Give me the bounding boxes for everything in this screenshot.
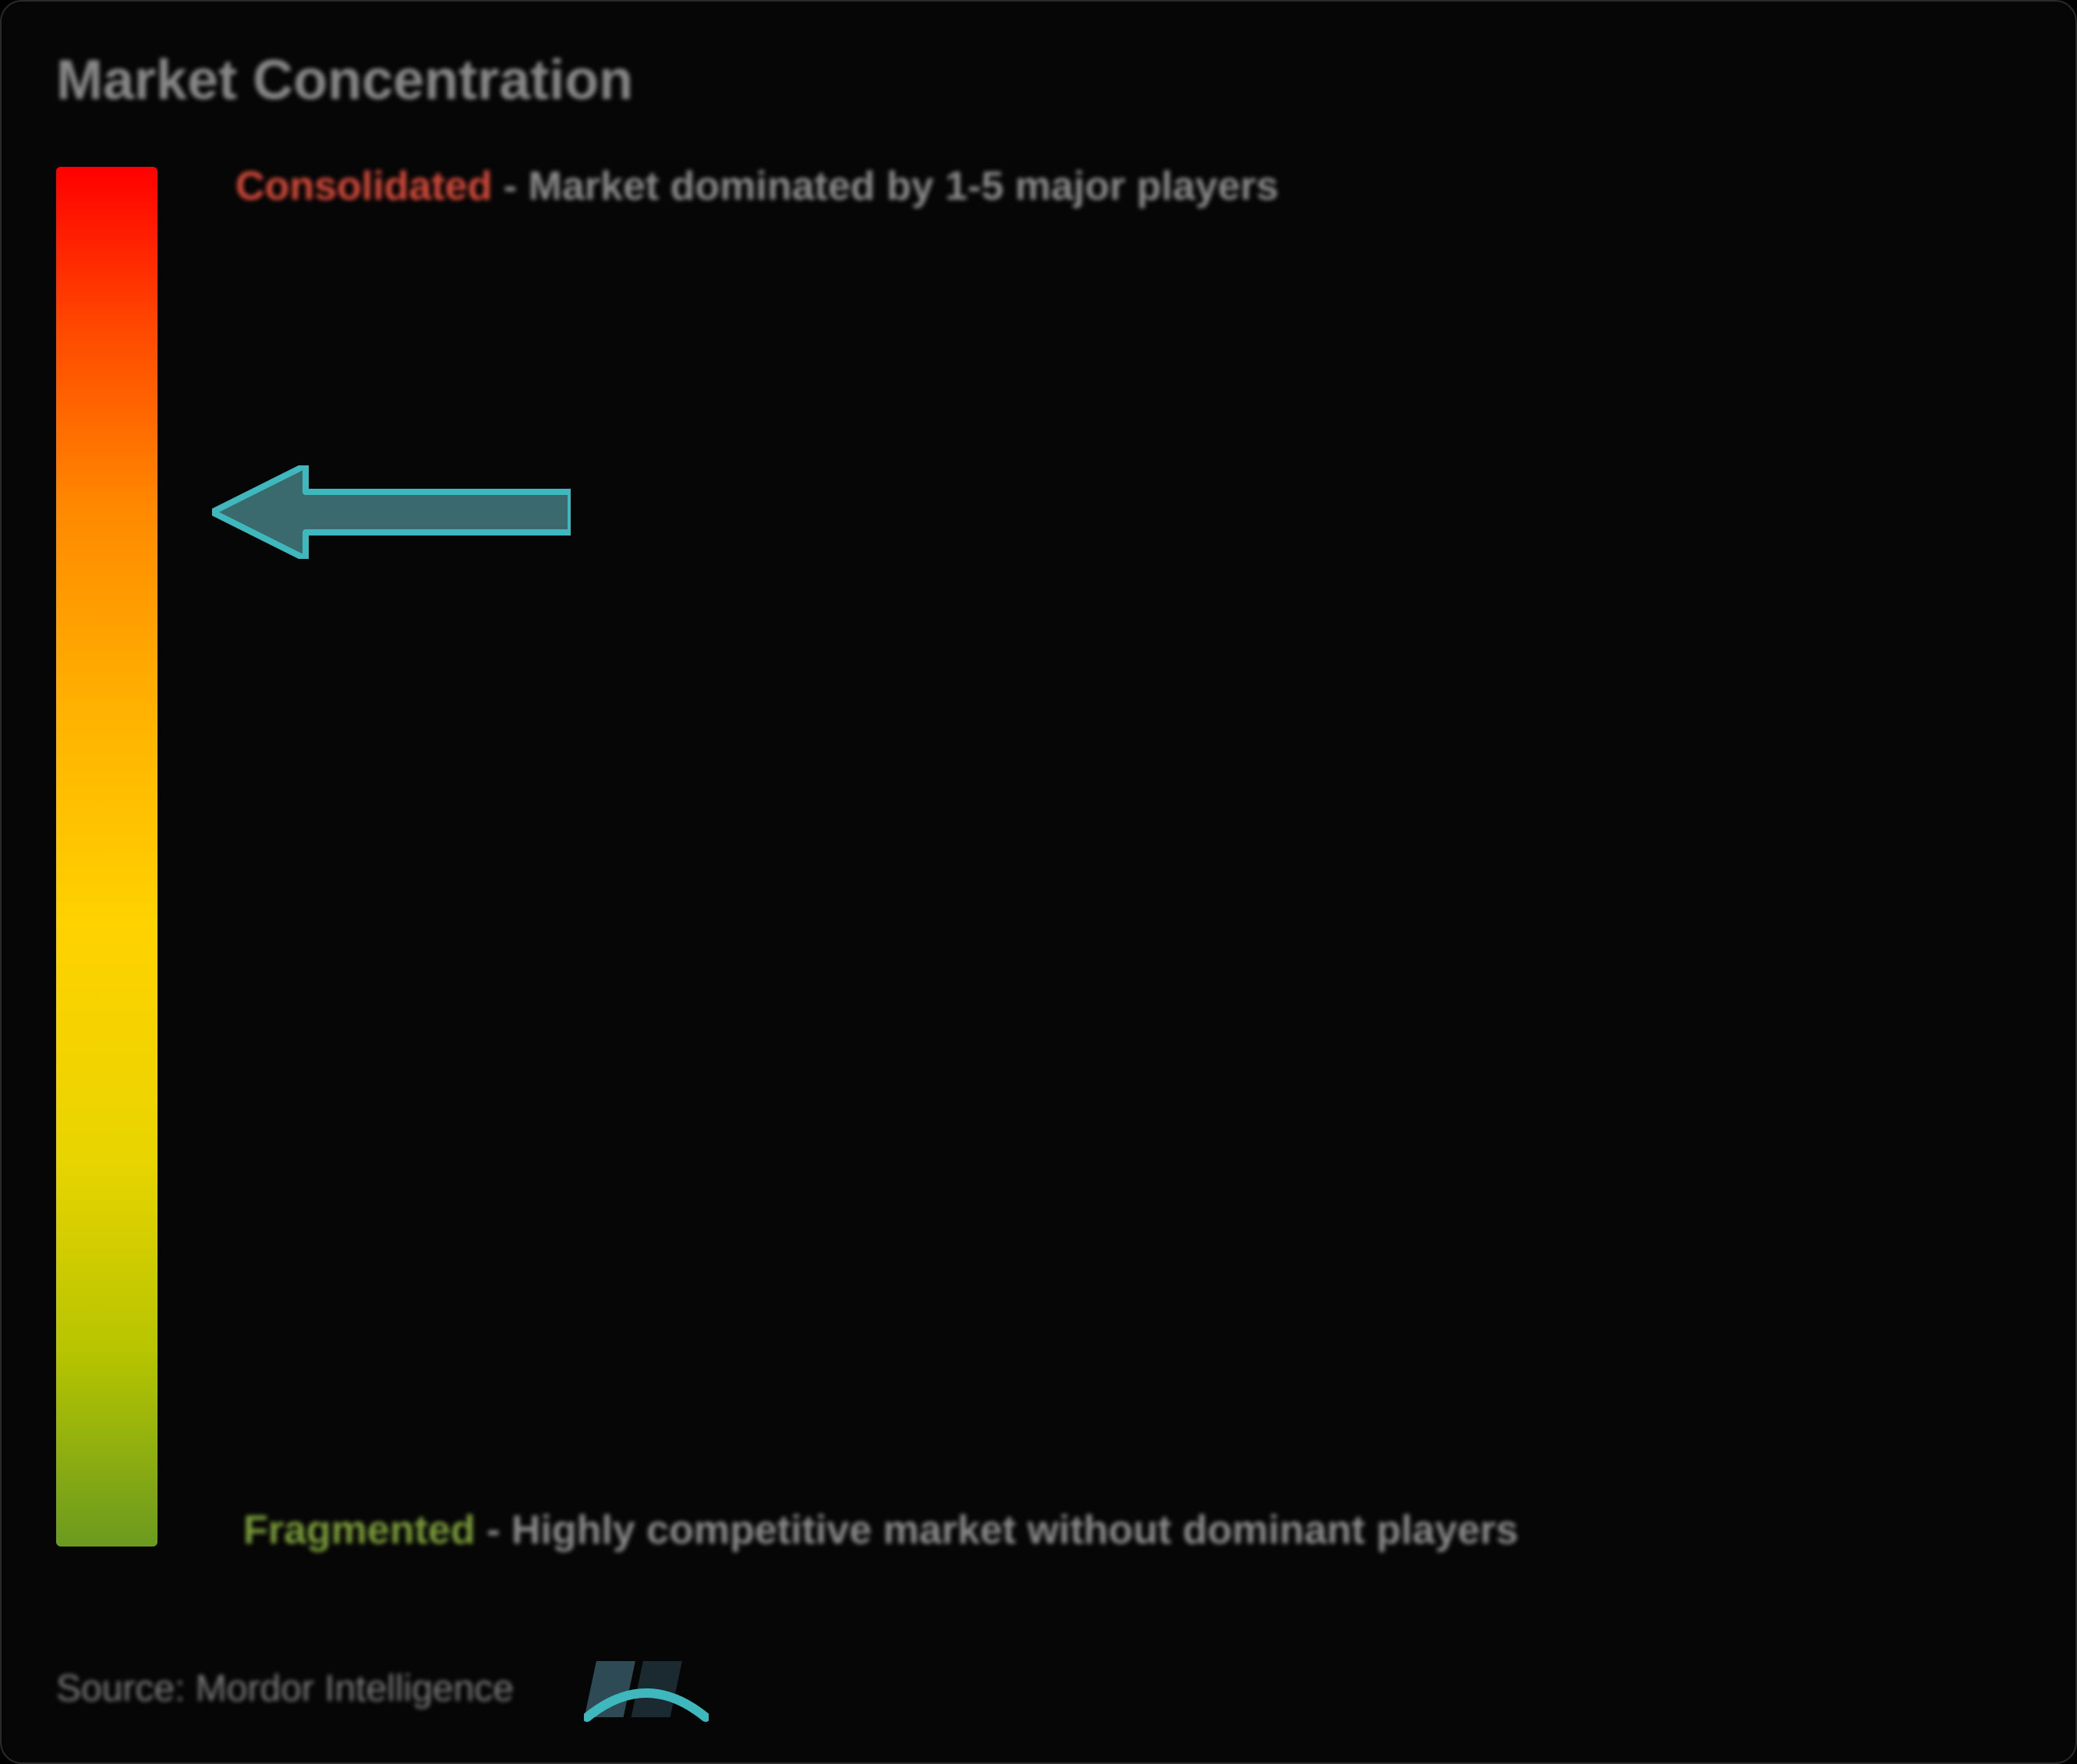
arrow-icon (212, 465, 571, 559)
fragmented-keyword: Fragmented (243, 1508, 476, 1553)
card-body: Consolidated - Market dominated by 1-5 m… (56, 167, 2021, 1547)
concentration-gradient-bar (56, 167, 157, 1547)
fragmented-description: - Highly competitive market without domi… (487, 1508, 1518, 1553)
consolidated-label: Consolidated - Market dominated by 1-5 m… (235, 159, 1279, 214)
source-attribution: Source: Mordor Intelligence (56, 1667, 514, 1710)
card-title: Market Concentration (56, 48, 2021, 112)
fragmented-label: Fragmented - Highly competitive market w… (243, 1499, 1518, 1562)
mordor-logo (584, 1653, 709, 1723)
logo-icon (584, 1653, 709, 1723)
consolidated-description: - Market dominated by 1-5 major players (504, 164, 1279, 209)
market-concentration-card: Market Concentration Consolidated - Mark… (0, 0, 2077, 1764)
consolidated-keyword: Consolidated (235, 164, 492, 209)
position-indicator-arrow (212, 465, 571, 559)
card-footer: Source: Mordor Intelligence (56, 1653, 709, 1723)
